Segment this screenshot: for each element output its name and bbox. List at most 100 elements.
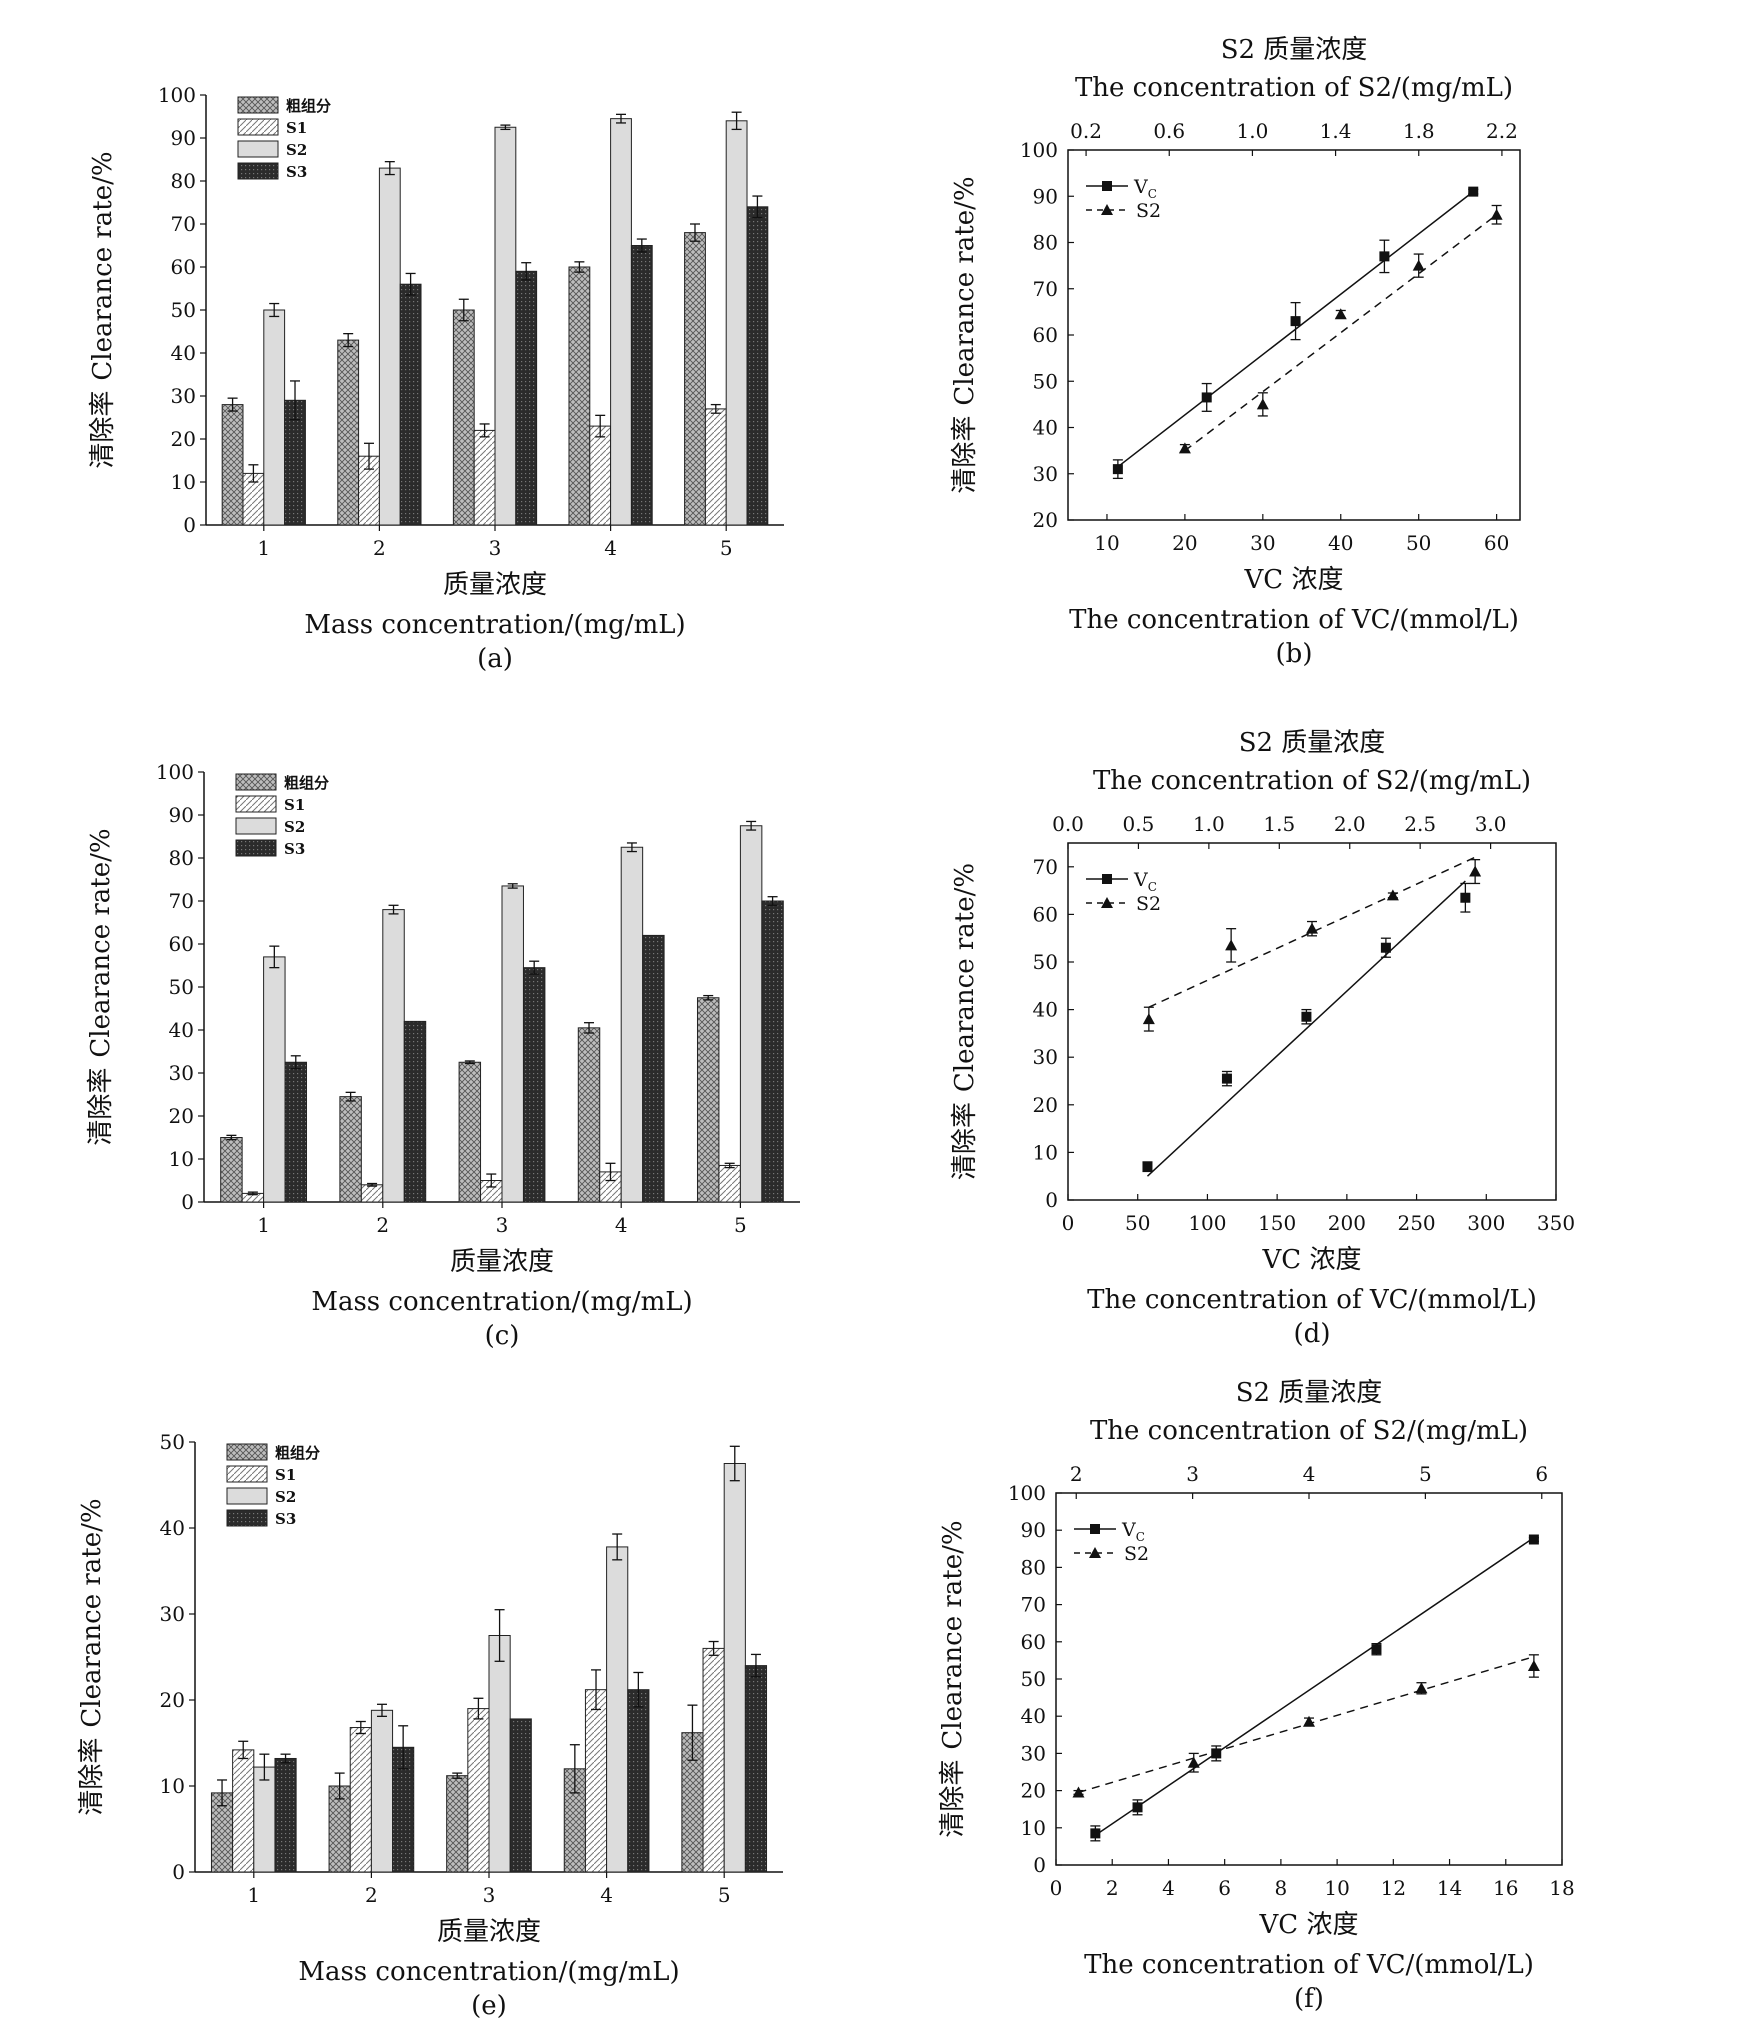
top-tick-label: 6 [1535, 1462, 1548, 1486]
x-axis-label-cn: 质量浓度 [443, 570, 547, 600]
x-tick-label: 350 [1537, 1211, 1575, 1235]
bar-S3 [522, 967, 546, 1203]
x-tick-label: 2 [373, 536, 386, 560]
x-tick-label: 2 [1106, 1876, 1119, 1900]
top-tick-label: 1.0 [1193, 812, 1225, 836]
vc-point [1290, 316, 1301, 327]
bar-S3 [284, 1061, 308, 1203]
y-tick-label: 60 [1033, 902, 1058, 926]
bar-S1 [360, 1184, 384, 1203]
y-tick-label: 10 [160, 1774, 185, 1798]
y-tick-label: 10 [171, 470, 196, 494]
legend-swatch [235, 839, 277, 857]
legend-label: S2 [275, 1488, 296, 1506]
y-tick-label: 10 [1033, 1140, 1058, 1164]
y-tick-label: 20 [1033, 1093, 1058, 1117]
legend-marker-vc [1102, 181, 1112, 191]
y-tick-label: 70 [169, 889, 194, 913]
y-axis-label: 清除率 Clearance rate/% [950, 176, 980, 493]
legend-label-vc-sub: C [1148, 880, 1157, 894]
top-tick-label: 0.0 [1052, 812, 1084, 836]
s2-point [1225, 939, 1238, 951]
x-tick-label: 250 [1397, 1211, 1435, 1235]
caption: (e) [471, 1991, 507, 2021]
vc-point [1112, 464, 1123, 475]
x-tick-label: 1 [257, 1213, 270, 1237]
x-axis-label-cn: VC 浓度 [1259, 1910, 1359, 1940]
bar-粗组分 [221, 404, 244, 526]
top-tick-label: 3 [1186, 1462, 1199, 1486]
bar-粗组分 [446, 1775, 469, 1873]
bar-粗组分 [339, 1096, 362, 1203]
s2-point [1072, 1786, 1085, 1798]
legend-label-vc: VC [1121, 1519, 1145, 1544]
legend-swatch [226, 1509, 268, 1527]
bar-S1 [584, 1689, 608, 1873]
bar-S3 [630, 245, 653, 526]
y-tick-label: 40 [1033, 998, 1058, 1022]
x-tick-label: 30 [1250, 531, 1275, 555]
y-tick-label: 0 [183, 513, 196, 537]
bar-S2 [606, 1546, 629, 1873]
bar-S2 [725, 120, 748, 526]
legend-swatch [237, 140, 279, 158]
y-tick-label: 60 [1033, 323, 1058, 347]
bar-S1 [702, 1647, 725, 1873]
vc-point [1379, 251, 1390, 262]
y-tick-label: 40 [1021, 1704, 1046, 1728]
bar-S2 [739, 825, 763, 1203]
y-tick-label: 70 [171, 212, 196, 236]
y-tick-label: 30 [171, 384, 196, 408]
bar-S1 [589, 425, 612, 526]
bar-S3 [399, 283, 422, 526]
x-axis-label-cn: 质量浓度 [450, 1247, 554, 1277]
top-tick-label: 1.4 [1320, 119, 1352, 143]
y-tick-label: 100 [156, 760, 194, 784]
legend-swatch [237, 118, 279, 136]
vc-point [1468, 186, 1479, 197]
y-tick-label: 70 [1033, 277, 1058, 301]
vc-point [1221, 1073, 1232, 1084]
y-tick-label: 20 [169, 1104, 194, 1128]
bar-S3 [642, 934, 665, 1203]
bar-S3 [509, 1718, 532, 1873]
s2-point [1334, 308, 1347, 320]
y-tick-label: 90 [169, 803, 194, 827]
x-tick-label: 4 [600, 1883, 613, 1907]
x-tick-label: 16 [1493, 1876, 1518, 1900]
top-tick-label: 2.0 [1334, 812, 1366, 836]
s2-point [1415, 1682, 1428, 1694]
y-tick-label: 20 [171, 427, 196, 451]
vc-point [1460, 892, 1471, 903]
y-tick-label: 100 [1008, 1481, 1046, 1505]
s2-point [1527, 1659, 1540, 1671]
y-axis-label-en: Clearance rate/% [88, 151, 118, 380]
top-tick-label: 0.6 [1153, 119, 1185, 143]
bar-粗组分 [337, 339, 360, 526]
legend-label-vc-main: V [1133, 176, 1148, 198]
y-axis-label-cn: 清除率 [88, 391, 118, 469]
top-tick-label: 0.5 [1123, 812, 1155, 836]
legend-swatch [237, 96, 279, 114]
y-tick-label: 100 [1020, 138, 1058, 162]
top-axis-label-cn: S2 质量浓度 [1239, 728, 1386, 758]
y-tick-label: 60 [1021, 1630, 1046, 1654]
y-tick-label: 0 [181, 1190, 194, 1214]
vc-point [1201, 392, 1212, 403]
vc-point [1132, 1802, 1143, 1813]
bar-S3 [761, 900, 784, 1203]
x-axis-label-cn: VC 浓度 [1244, 565, 1344, 595]
x-tick-label: 0 [1062, 1211, 1075, 1235]
chart-f: 0 10 20 30 40 50 60 70 80 90 100 0 2 4 6 8 10 12 14 16 18 2 3 4… [938, 1378, 1575, 2014]
y-axis-label-en: Clearance rate/% [77, 1498, 107, 1727]
bar-S2 [370, 1709, 394, 1873]
y-axis-label: 清除率 Clearance rate/% [86, 828, 116, 1145]
bar-S3 [515, 270, 538, 526]
bar-S3 [274, 1757, 297, 1873]
top-tick-label: 1.0 [1237, 119, 1269, 143]
legend-label-vc-sub: C [1148, 187, 1157, 201]
legend-label: 粗组分 [286, 97, 331, 115]
y-axis-label: 清除率 Clearance rate/% [77, 1498, 107, 1815]
x-tick-label: 5 [718, 1883, 731, 1907]
bar-S2 [378, 167, 401, 526]
